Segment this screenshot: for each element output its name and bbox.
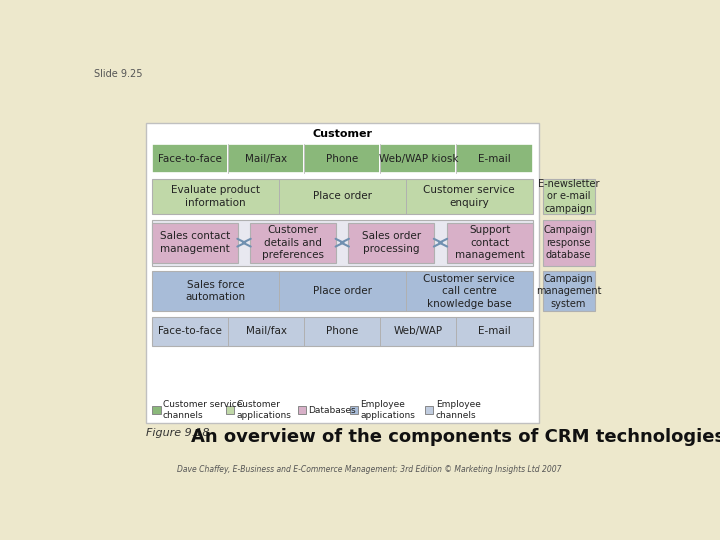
Bar xyxy=(251,222,336,262)
Text: E-newsletter
or e-mail
campaign: E-newsletter or e-mail campaign xyxy=(538,179,599,214)
Text: Databases: Databases xyxy=(309,406,356,415)
Bar xyxy=(297,406,306,414)
Text: Support
contact
management: Support contact management xyxy=(455,225,524,260)
Bar xyxy=(152,406,161,414)
Bar xyxy=(425,406,433,414)
Bar xyxy=(543,271,595,311)
Bar xyxy=(225,406,234,414)
Bar xyxy=(152,222,238,262)
Bar xyxy=(446,222,533,262)
Bar xyxy=(543,179,595,214)
Bar xyxy=(152,144,228,173)
Text: Customer service
channels: Customer service channels xyxy=(163,401,242,420)
Bar xyxy=(152,316,533,346)
Text: E-mail: E-mail xyxy=(478,326,511,336)
Text: Phone: Phone xyxy=(326,154,359,164)
Bar xyxy=(305,144,380,173)
Text: Employee
channels: Employee channels xyxy=(436,401,480,420)
Bar xyxy=(456,144,533,173)
Bar xyxy=(543,220,595,266)
Bar xyxy=(380,144,456,173)
Text: Customer service
enquiry: Customer service enquiry xyxy=(423,185,515,208)
Text: Customer
details and
preferences: Customer details and preferences xyxy=(262,225,324,260)
Bar xyxy=(152,271,533,311)
Text: Mail/Fax: Mail/Fax xyxy=(245,154,287,164)
Text: Customer service
call centre
knowledge base: Customer service call centre knowledge b… xyxy=(423,274,515,308)
Text: Campaign
response
database: Campaign response database xyxy=(544,225,593,260)
Text: Face-to-face: Face-to-face xyxy=(158,154,222,164)
Bar xyxy=(348,222,434,262)
Text: Mail/fax: Mail/fax xyxy=(246,326,287,336)
Text: Web/WAP: Web/WAP xyxy=(394,326,443,336)
Text: Employee
applications: Employee applications xyxy=(361,401,415,420)
Text: Web/WAP kiosk: Web/WAP kiosk xyxy=(379,154,458,164)
Text: Place order: Place order xyxy=(312,286,372,296)
Text: Place order: Place order xyxy=(312,192,372,201)
Text: Dave Chaffey, E-Business and E-Commerce Management; 3rd Edition © Marketing Insi: Dave Chaffey, E-Business and E-Commerce … xyxy=(176,465,562,475)
Text: Slide 9.25: Slide 9.25 xyxy=(94,69,143,79)
Bar xyxy=(350,406,358,414)
Text: Customer: Customer xyxy=(312,129,372,139)
Text: Phone: Phone xyxy=(326,326,359,336)
Text: Figure 9.18: Figure 9.18 xyxy=(145,428,216,438)
Text: Sales order
processing: Sales order processing xyxy=(362,232,421,254)
Text: Evaluate product
information: Evaluate product information xyxy=(171,185,260,208)
Text: Customer
applications: Customer applications xyxy=(236,401,292,420)
Bar xyxy=(152,179,533,214)
Bar xyxy=(145,123,539,423)
Text: Sales force
automation: Sales force automation xyxy=(185,280,246,302)
Bar xyxy=(152,220,533,266)
Bar xyxy=(228,144,305,173)
Text: E-mail: E-mail xyxy=(478,154,511,164)
Text: Face-to-face: Face-to-face xyxy=(158,326,222,336)
Text: An overview of the components of CRM technologies: An overview of the components of CRM tec… xyxy=(191,428,720,446)
Text: Sales contact
management: Sales contact management xyxy=(160,232,230,254)
Text: Campaign
management
system: Campaign management system xyxy=(536,274,601,308)
